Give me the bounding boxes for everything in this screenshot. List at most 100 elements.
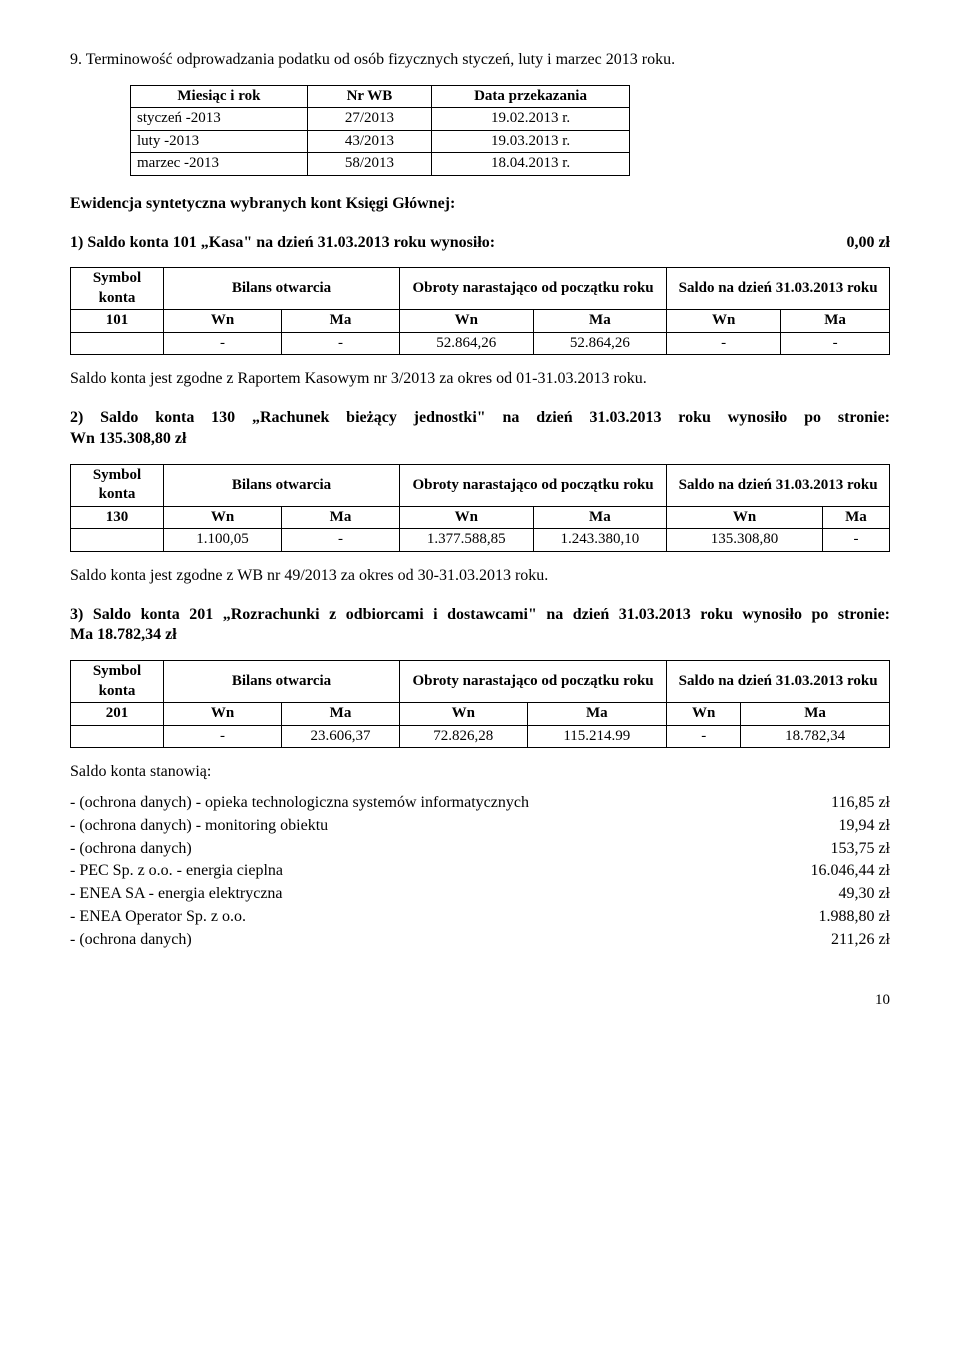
s1-v2: -: [282, 332, 400, 355]
saldo3-item-value: 49,30 zł: [838, 884, 890, 905]
s2-v0: [71, 529, 164, 552]
s9-th-0: Miesiąc i rok: [131, 85, 308, 108]
saldo1-title-left: 1) Saldo konta 101 „Kasa" na dzień 31.03…: [70, 233, 495, 254]
saldo3-item-value: 16.046,44 zł: [810, 861, 890, 882]
saldo3-item: - (ochrona danych) 153,75 zł: [70, 839, 890, 860]
saldo3-item-label: - ENEA SA - energia elektryczna: [70, 884, 283, 905]
s9-r2c2: 18.04.2013 r.: [432, 153, 630, 176]
s3-v4: 115.214.99: [527, 725, 667, 748]
saldo3-item-label: - (ochrona danych) - monitoring obiektu: [70, 816, 328, 837]
s1-h2: Obroty narastająco od początku roku: [400, 268, 667, 310]
s1-l4: Ma: [533, 310, 667, 333]
saldo3-items: - (ochrona danych) - opieka technologicz…: [70, 793, 890, 951]
s9-r2c1: 58/2013: [307, 153, 431, 176]
saldo3-item-label: - ENEA Operator Sp. z o.o.: [70, 907, 246, 928]
saldo3-item: - PEC Sp. z o.o. - energia cieplna 16.046…: [70, 861, 890, 882]
s3-h2: Obroty narastająco od początku roku: [400, 661, 667, 703]
s9-r1c0: luty -2013: [131, 130, 308, 153]
s1-h3: Saldo na dzień 31.03.2013 roku: [667, 268, 890, 310]
saldo3-item-label: - PEC Sp. z o.o. - energia cieplna: [70, 861, 283, 882]
s9-r1c1: 43/2013: [307, 130, 431, 153]
s3-l0: 201: [71, 703, 164, 726]
s1-l0: 101: [71, 310, 164, 333]
s3-v3: 72.826,28: [400, 725, 528, 748]
saldo3-table: Symbol konta Bilans otwarcia Obroty nara…: [70, 660, 890, 748]
s1-v5: -: [667, 332, 781, 355]
s2-l3: Wn: [400, 506, 534, 529]
s3-v2: 23.606,37: [282, 725, 400, 748]
page-number: 10: [70, 991, 890, 1011]
s9-th-2: Data przekazania: [432, 85, 630, 108]
s2-v4: 1.243.380,10: [533, 529, 667, 552]
s2-l2: Ma: [282, 506, 400, 529]
s2-h3: Saldo na dzień 31.03.2013 roku: [667, 464, 890, 506]
s3-v6: 18.782,34: [741, 725, 890, 748]
saldo3-item-value: 153,75 zł: [830, 839, 890, 860]
s9-r0c1: 27/2013: [307, 108, 431, 131]
s9-r2c0: marzec -2013: [131, 153, 308, 176]
section9-table: Miesiąc i rok Nr WB Data przekazania sty…: [130, 85, 630, 176]
saldo3-item: - ENEA Operator Sp. z o.o. 1.988,80 zł: [70, 907, 890, 928]
s2-h1: Bilans otwarcia: [164, 464, 400, 506]
s9-th-1: Nr WB: [307, 85, 431, 108]
s1-v3: 52.864,26: [400, 332, 534, 355]
saldo3-item-value: 19,94 zł: [838, 816, 890, 837]
saldo3-item-value: 1.988,80 zł: [818, 907, 890, 928]
s1-v0: [71, 332, 164, 355]
s1-h1: Bilans otwarcia: [164, 268, 400, 310]
s2-l1: Wn: [164, 506, 282, 529]
saldo2-table: Symbol konta Bilans otwarcia Obroty nara…: [70, 464, 890, 552]
saldo2-note: Saldo konta jest zgodne z WB nr 49/2013 …: [70, 566, 890, 587]
saldo1-table: Symbol konta Bilans otwarcia Obroty nara…: [70, 267, 890, 355]
s3-l2: Ma: [282, 703, 400, 726]
s3-h1: Bilans otwarcia: [164, 661, 400, 703]
s1-l5: Wn: [667, 310, 781, 333]
s3-v0: [71, 725, 164, 748]
s2-v2: -: [282, 529, 400, 552]
s3-h3: Saldo na dzień 31.03.2013 roku: [667, 661, 890, 703]
s2-v6: -: [822, 529, 889, 552]
saldo3-item-label: - (ochrona danych): [70, 930, 192, 951]
s3-l6: Ma: [741, 703, 890, 726]
s2-l6: Ma: [822, 506, 889, 529]
saldo3-item-value: 116,85 zł: [831, 793, 890, 814]
s3-h0: Symbol konta: [71, 661, 164, 703]
s2-v5: 135.308,80: [667, 529, 823, 552]
s2-v3: 1.377.588,85: [400, 529, 534, 552]
saldo3-note: Saldo konta stanowią:: [70, 762, 890, 783]
ewidencja-heading: Ewidencja syntetyczna wybranych kont Ksi…: [70, 194, 890, 215]
s1-l1: Wn: [164, 310, 282, 333]
saldo1-note: Saldo konta jest zgodne z Raportem Kasow…: [70, 369, 890, 390]
s2-h2: Obroty narastająco od początku roku: [400, 464, 667, 506]
saldo3-item: - (ochrona danych) - opieka technologicz…: [70, 793, 890, 814]
saldo3-item: - (ochrona danych) - monitoring obiektu 1…: [70, 816, 890, 837]
s1-h0: Symbol konta: [71, 268, 164, 310]
s9-r1c2: 19.03.2013 r.: [432, 130, 630, 153]
s2-h0: Symbol konta: [71, 464, 164, 506]
saldo2-title: 2) Saldo konta 130 „Rachunek bieżący jed…: [70, 408, 890, 450]
s3-v1: -: [164, 725, 282, 748]
s3-v5: -: [667, 725, 741, 748]
s2-l4: Ma: [533, 506, 667, 529]
saldo3-title: 3) Saldo konta 201 „Rozrachunki z odbior…: [70, 605, 890, 647]
saldo3-item: - (ochrona danych)211,26 zł: [70, 930, 890, 951]
s3-l3: Wn: [400, 703, 528, 726]
s1-l3: Wn: [400, 310, 534, 333]
s3-l4: Ma: [527, 703, 667, 726]
s1-v4: 52.864,26: [533, 332, 667, 355]
s3-l1: Wn: [164, 703, 282, 726]
s1-l2: Ma: [282, 310, 400, 333]
s2-l5: Wn: [667, 506, 823, 529]
saldo3-item-label: - (ochrona danych): [70, 839, 192, 860]
saldo3-item-label: - (ochrona danych) - opieka technologicz…: [70, 793, 529, 814]
s3-l5: Wn: [667, 703, 741, 726]
s9-r0c2: 19.02.2013 r.: [432, 108, 630, 131]
s1-l6: Ma: [781, 310, 890, 333]
s1-v6: -: [781, 332, 890, 355]
saldo1-title-right: 0,00 zł: [846, 233, 890, 254]
s2-v1: 1.100,05: [164, 529, 282, 552]
s2-l0: 130: [71, 506, 164, 529]
s9-r0c0: styczeń -2013: [131, 108, 308, 131]
saldo3-item: - ENEA SA - energia elektryczna 49,30 zł: [70, 884, 890, 905]
section9-title: 9. Terminowość odprowadzania podatku od …: [70, 50, 890, 71]
